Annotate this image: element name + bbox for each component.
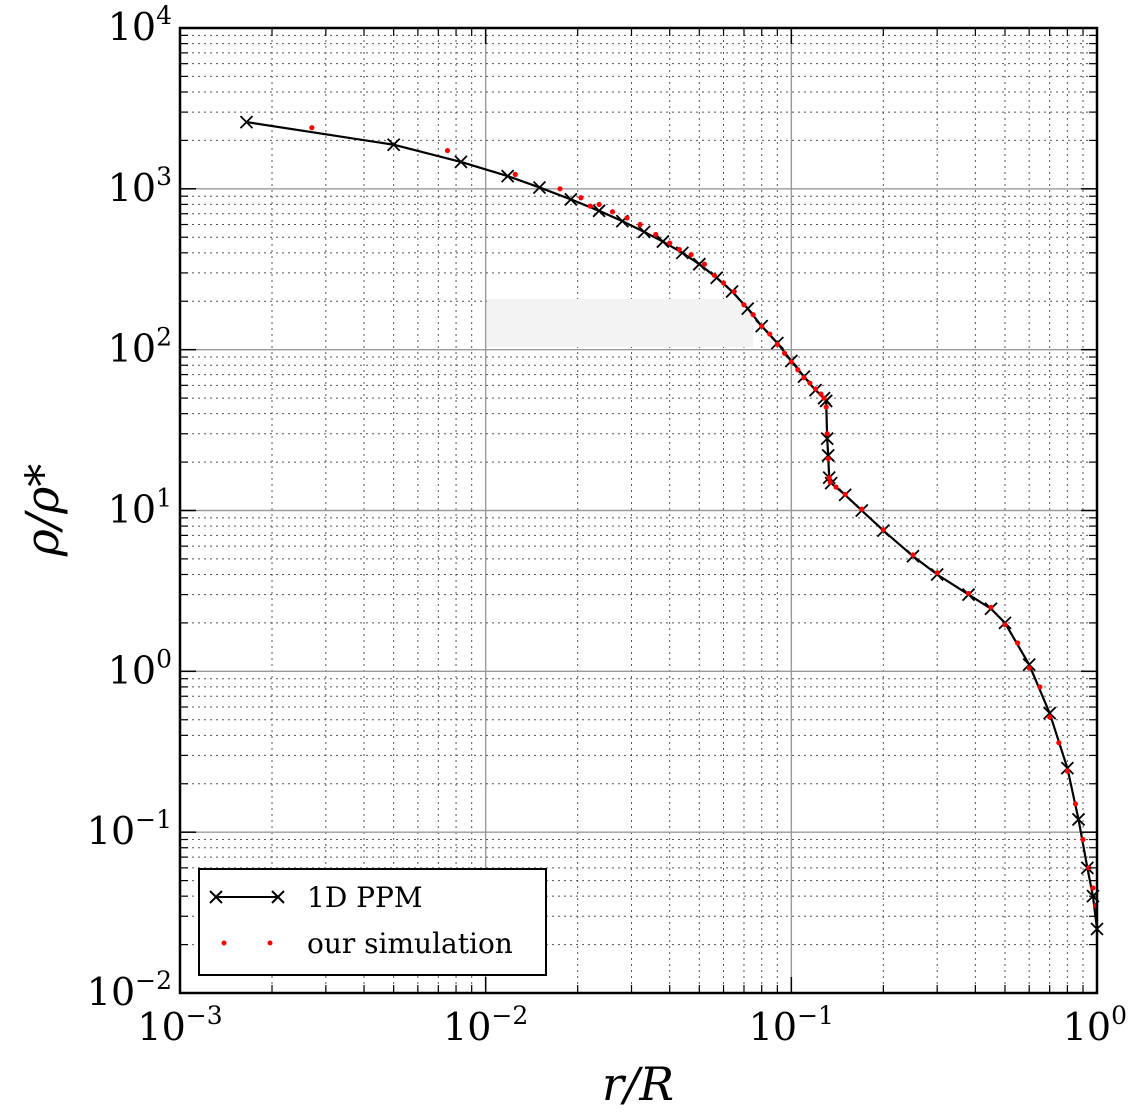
simulation-point — [824, 431, 830, 437]
ppm-point — [1060, 761, 1075, 775]
plot-shaded-band — [487, 299, 753, 347]
simulation-point — [1086, 865, 1092, 871]
y-axis-label: ρ/ρ* — [15, 464, 69, 558]
simulation-point — [821, 395, 827, 401]
simulation-point — [750, 312, 756, 318]
simulation-point — [1047, 714, 1053, 720]
ppm-point — [1071, 812, 1086, 827]
simulation-point — [1072, 801, 1079, 807]
simulation-point — [859, 506, 865, 512]
ppm-point — [656, 234, 670, 249]
simulation-point — [795, 367, 801, 373]
simulation-point — [788, 359, 794, 365]
ppm-point — [821, 448, 835, 463]
simulation-point — [759, 323, 765, 329]
legend-box — [198, 868, 547, 976]
simulation-point — [880, 527, 886, 533]
simulation-point — [731, 288, 737, 295]
simulation-point — [781, 350, 788, 356]
ppm-point — [564, 192, 578, 207]
simulation-point — [557, 186, 563, 192]
simulation-point — [801, 375, 807, 381]
grid — [179, 28, 1097, 994]
simulation-point — [578, 195, 584, 201]
simulation-point — [965, 590, 972, 597]
simulation-point — [1056, 740, 1062, 746]
y-tick-label: 100 — [108, 644, 172, 692]
simulation-point — [512, 171, 518, 177]
ppm-point — [1043, 706, 1057, 720]
simulation-point — [825, 456, 831, 462]
simulation-point — [818, 391, 824, 397]
x-tick-label: 10−1 — [749, 1001, 834, 1049]
simulation-point — [1026, 665, 1032, 671]
simulation-point — [741, 302, 747, 308]
ppm-point — [592, 204, 606, 218]
simulation-point — [827, 479, 833, 485]
simulation-point — [720, 280, 727, 286]
x-axis-label: r/R — [602, 1057, 674, 1111]
simulation-point — [444, 147, 451, 154]
simulation-point — [688, 252, 694, 258]
simulation-point — [1064, 768, 1070, 774]
x-tick-label: 10−3 — [137, 1001, 222, 1049]
y-tick-label: 104 — [108, 1, 172, 49]
simulation-point — [1090, 885, 1096, 891]
ppm-point — [239, 115, 254, 129]
legend-marker-sim — [221, 940, 273, 946]
ppm-point — [1022, 658, 1036, 672]
series — [239, 115, 1104, 936]
simulation-point — [842, 491, 848, 497]
simulation-point — [833, 484, 839, 490]
y-tick-label: 10−2 — [87, 966, 172, 1014]
simulation-point — [988, 604, 994, 610]
simulation-point — [910, 552, 916, 558]
simulation-point — [1015, 640, 1021, 646]
ppm-point — [387, 138, 401, 152]
legend-label-sim: our simulation — [307, 927, 513, 960]
y-tick-label: 101 — [108, 484, 172, 532]
ppm-point — [454, 155, 468, 169]
simulation-point — [823, 404, 829, 410]
x-tick-label: 100 — [1063, 1001, 1127, 1049]
simulation-point — [587, 203, 593, 209]
simulation-point — [624, 215, 630, 221]
simulation-point — [653, 231, 659, 238]
simulation-point — [812, 386, 819, 392]
simulation-point — [701, 261, 708, 267]
simulation-point — [1002, 622, 1008, 628]
simulation-point — [711, 272, 717, 278]
simulation-point — [676, 246, 682, 253]
simulation-point — [767, 331, 773, 337]
ppm-point — [637, 225, 651, 239]
simulation-point — [934, 570, 940, 576]
simulation-point — [1037, 684, 1043, 690]
y-tick-label: 102 — [108, 323, 172, 371]
ppm-point — [501, 169, 515, 183]
simulation-point — [826, 475, 832, 481]
simulation-point — [596, 201, 602, 208]
y-tick-label: 10−1 — [87, 805, 172, 853]
ppm-point — [532, 180, 547, 195]
simulation-point — [637, 221, 643, 228]
ppm-point — [692, 257, 706, 271]
y-tick-label: 103 — [108, 162, 172, 210]
legend-label-ppm: 1D PPM — [307, 881, 423, 914]
x-tick-label: 10−2 — [443, 1001, 528, 1049]
simulation-point — [774, 341, 780, 347]
legend-marker-ppm — [209, 890, 285, 904]
legend: 1D PPM our simulation — [198, 868, 547, 976]
simulation-point — [309, 125, 315, 131]
simulation-point — [807, 380, 813, 386]
simulation-point — [609, 209, 616, 215]
ticks — [179, 28, 1097, 994]
ppm-point — [820, 431, 834, 446]
simulation-point — [1080, 836, 1086, 843]
simulation-point — [667, 240, 673, 246]
